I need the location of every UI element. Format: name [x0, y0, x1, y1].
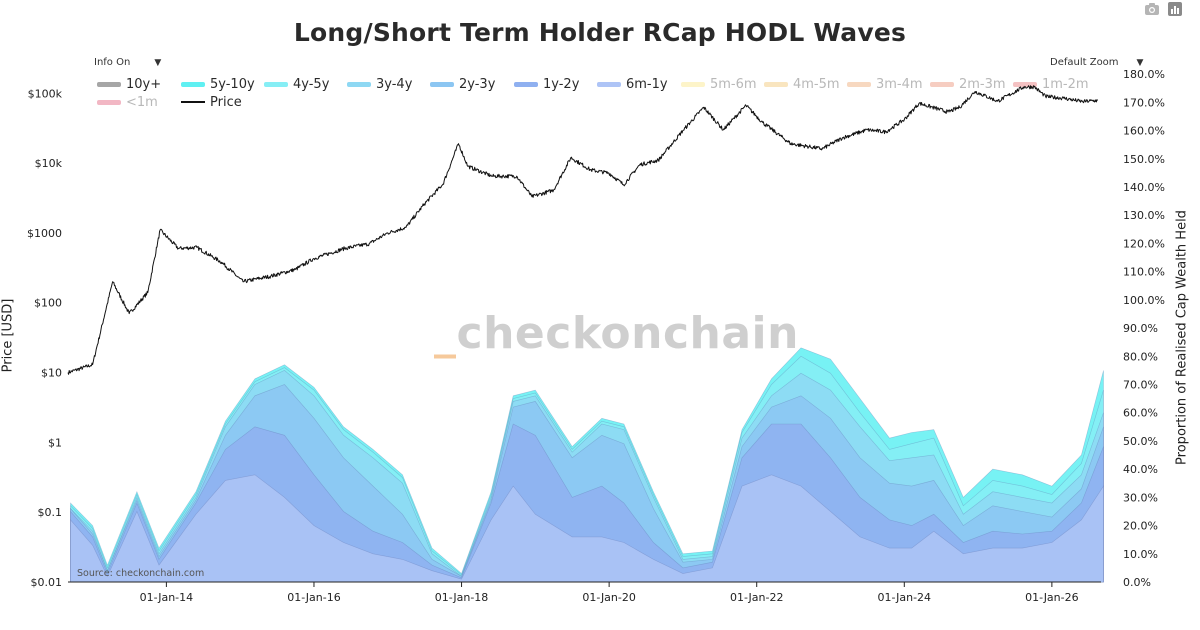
legend-swatch — [1013, 81, 1037, 87]
x-tick-label: 01-Jan-26 — [1025, 591, 1079, 604]
y-left-tick-label: $10 — [41, 367, 62, 380]
legend-label: 5y-10y — [210, 76, 255, 92]
y-left-tick-label: $100 — [34, 297, 62, 310]
zoom-toggle-label: Default Zoom — [1050, 57, 1119, 68]
legend-item-1y-2y[interactable]: 1y-2y — [514, 76, 579, 92]
price-line[interactable] — [67, 85, 1099, 375]
watermark-underscore: _ — [434, 308, 457, 359]
zoom-toggle-dropdown[interactable]: Default Zoom ▼ — [1050, 57, 1143, 68]
y-right-tick-label: 180.0% — [1123, 68, 1165, 81]
area-layers — [70, 347, 1104, 583]
camera-icon[interactable] — [1144, 2, 1160, 20]
price-line-layer — [67, 85, 1099, 375]
y-right-tick-label: 20.0% — [1123, 520, 1158, 533]
legend-swatch — [514, 81, 538, 87]
legend-swatch — [430, 81, 454, 87]
y-right-tick-label: 0.0% — [1123, 576, 1151, 589]
legend-label: 1y-2y — [543, 76, 580, 92]
legend-item-3m-4m[interactable]: 3m-4m — [847, 76, 923, 92]
y-left-tick-label: $0.01 — [31, 576, 63, 589]
legend-swatch — [97, 81, 121, 87]
legend-swatch — [847, 81, 871, 87]
y-right-tick-label: 50.0% — [1123, 435, 1158, 448]
checkonchain-watermark: _checkonchain — [434, 308, 799, 359]
x-tick-label: 01-Jan-22 — [730, 591, 784, 604]
y-axis-left-label: Price [USD] — [0, 298, 16, 373]
legend-item-1m-2m[interactable]: 1m-2m — [1013, 76, 1089, 92]
y-left-tick-label: $10k — [35, 157, 63, 170]
y-right-tick-label: 80.0% — [1123, 350, 1158, 363]
legend-item-2y-3y[interactable]: 2y-3y — [430, 76, 495, 92]
source-note: Source: checkonchain.com — [77, 568, 205, 579]
y-right-tick-label: 160.0% — [1123, 125, 1165, 138]
x-axis-ticks: 01-Jan-14 01-Jan-16 01-Jan-18 01-Jan-20 01-J… — [140, 582, 1079, 604]
legend-label: 2y-3y — [459, 76, 496, 92]
legend-swatch — [181, 101, 205, 103]
legend-label: Price — [210, 94, 242, 110]
info-toggle-label: Info On — [94, 57, 131, 68]
area-6m-1y[interactable] — [70, 474, 1104, 583]
legend-swatch — [264, 81, 288, 87]
legend-label: <1m — [126, 94, 158, 110]
x-tick-label: 01-Jan-24 — [878, 591, 932, 604]
y-right-tick-label: 140.0% — [1123, 181, 1165, 194]
legend-label: 3y-4y — [376, 76, 413, 92]
y-right-tick-label: 170.0% — [1123, 96, 1165, 109]
legend-item-10y[interactable]: 10y+ — [97, 76, 161, 92]
legend-swatch — [181, 81, 205, 87]
legend-label: 5m-6m — [710, 76, 757, 92]
legend-item-5m-6m[interactable]: 5m-6m — [681, 76, 757, 92]
y-right-tick-label: 110.0% — [1123, 266, 1165, 279]
legend-swatch — [930, 81, 954, 87]
legend-label: 6m-1y — [626, 76, 668, 92]
legend-swatch — [597, 81, 621, 87]
legend-label: 4y-5y — [293, 76, 330, 92]
y-right-tick-label: 130.0% — [1123, 209, 1165, 222]
legend-label: 1m-2m — [1042, 76, 1089, 92]
legend-item-price[interactable]: Price — [181, 94, 242, 110]
y-right-tick-label: 90.0% — [1123, 322, 1158, 335]
chart-title: Long/Short Term Holder RCap HODL Waves — [293, 18, 907, 47]
legend-item-lt-1m[interactable]: <1m — [97, 94, 158, 110]
legend-label: 10y+ — [126, 76, 162, 92]
y-right-tick-label: 70.0% — [1123, 378, 1158, 391]
legend-item-3y-4y[interactable]: 3y-4y — [347, 76, 412, 92]
legend-swatch — [681, 81, 705, 87]
info-toggle-dropdown[interactable]: Info On ▼ — [94, 57, 161, 68]
y-left-tick-label: $0.1 — [38, 506, 63, 519]
legend-swatch — [764, 81, 788, 87]
legend-item-4m-5m[interactable]: 4m-5m — [764, 76, 840, 92]
legend-label: 3m-4m — [876, 76, 923, 92]
y-right-tick-label: 100.0% — [1123, 294, 1165, 307]
y-axis-right-label: Proportion of Realised Cap Wealth Held — [1174, 210, 1190, 465]
legend-label: 4m-5m — [793, 76, 840, 92]
y-right-tick-label: 60.0% — [1123, 407, 1158, 420]
x-tick-label: 01-Jan-16 — [287, 591, 341, 604]
legend-item-5y-10y[interactable]: 5y-10y — [181, 76, 255, 92]
plotly-logo-icon[interactable] — [1168, 2, 1182, 20]
legend-swatch — [347, 81, 371, 87]
y-right-tick-label: 150.0% — [1123, 153, 1165, 166]
legend-item-4y-5y[interactable]: 4y-5y — [264, 76, 329, 92]
y-right-tick-label: 40.0% — [1123, 463, 1158, 476]
y-right-tick-label: 30.0% — [1123, 491, 1158, 504]
y-right-tick-label: 10.0% — [1123, 548, 1158, 561]
x-tick-label: 01-Jan-14 — [140, 591, 194, 604]
watermark-text: checkonchain — [456, 308, 799, 359]
legend-label: 2m-3m — [959, 76, 1006, 92]
x-tick-label: 01-Jan-18 — [435, 591, 489, 604]
chevron-down-icon: ▼ — [1136, 58, 1144, 68]
left-axis-ticks: $0.01 $0.1 $1 $10 $100 $1000 $10k $100k — [27, 87, 63, 589]
legend-item-6m-1y[interactable]: 6m-1y — [597, 76, 668, 92]
y-left-tick-label: $1 — [48, 436, 62, 449]
y-left-tick-label: $100k — [28, 87, 63, 100]
chevron-down-icon: ▼ — [154, 58, 162, 68]
x-tick-label: 01-Jan-20 — [582, 591, 636, 604]
legend-item-2m-3m[interactable]: 2m-3m — [930, 76, 1006, 92]
y-left-tick-label: $1000 — [27, 227, 62, 240]
y-right-tick-label: 120.0% — [1123, 237, 1165, 250]
right-axis-ticks: 0.0% 10.0% 20.0% 30.0% 40.0% 50.0% 60.0% 70.0% 8… — [1123, 68, 1165, 589]
legend-swatch — [97, 99, 121, 105]
